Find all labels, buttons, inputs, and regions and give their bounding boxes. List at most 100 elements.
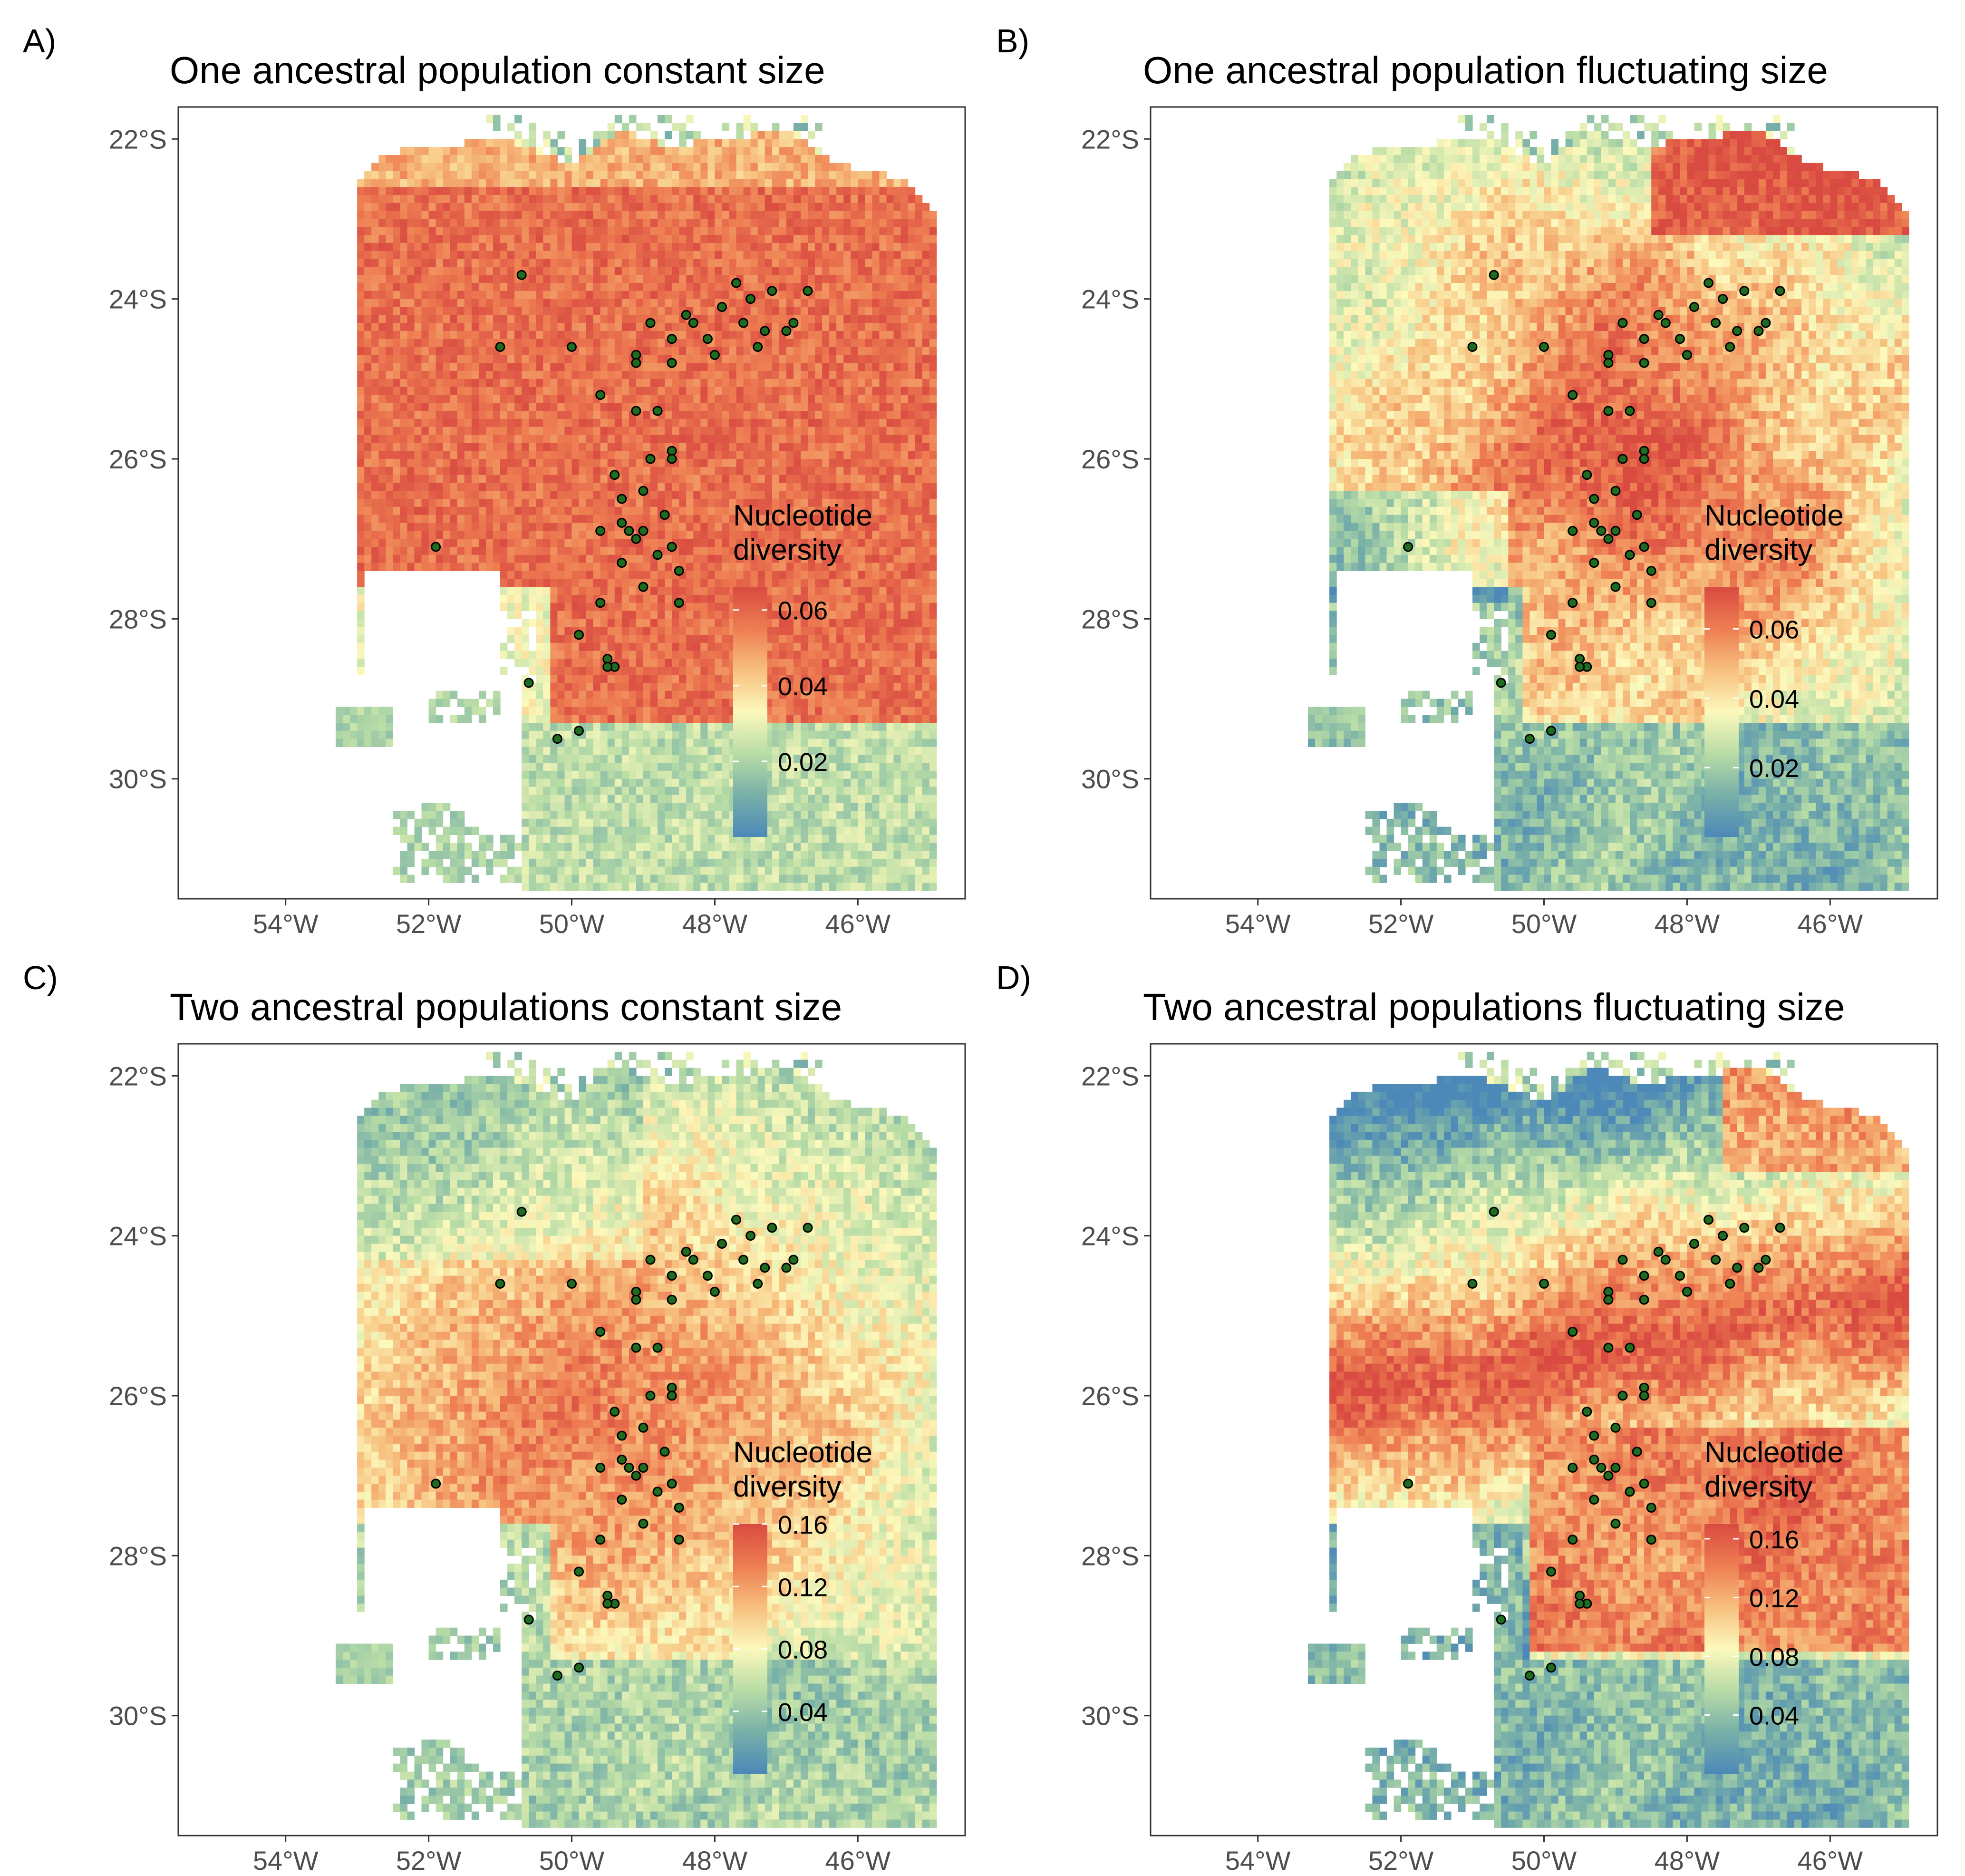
sampling-point	[610, 1407, 620, 1417]
sampling-point	[638, 525, 649, 536]
sampling-point	[1632, 510, 1642, 520]
sampling-point	[610, 470, 620, 480]
sampling-point	[667, 1294, 677, 1305]
sampling-point	[652, 1487, 663, 1497]
sampling-point	[1625, 406, 1635, 416]
sampling-point	[638, 1462, 649, 1473]
legend-tick-label: 0.08	[778, 1636, 828, 1664]
sampling-point	[1704, 1215, 1713, 1225]
sampling-point	[667, 1390, 677, 1401]
lat-tick-label: 28°S	[1081, 604, 1139, 634]
lon-tick-label: 46°W	[1798, 1846, 1863, 1876]
sampling-point	[1646, 1535, 1656, 1545]
sampling-point	[1639, 1294, 1649, 1305]
sampling-point	[1639, 1390, 1649, 1401]
sampling-point	[1568, 390, 1578, 400]
sampling-point	[803, 286, 813, 296]
panel-tag: A)	[23, 22, 56, 59]
sampling-point	[1775, 1223, 1785, 1233]
lat-tick-label: 26°S	[1081, 444, 1139, 474]
sampling-point	[1589, 494, 1599, 504]
lat-tick-label: 30°S	[109, 764, 167, 794]
sampling-point	[652, 550, 663, 560]
sampling-point	[1546, 1566, 1556, 1577]
sampling-point	[1546, 1662, 1556, 1673]
sampling-point	[1639, 358, 1649, 368]
sampling-point	[595, 525, 606, 536]
sampling-points	[431, 1206, 813, 1681]
sampling-point	[617, 1430, 627, 1441]
sampling-point	[1625, 1342, 1635, 1353]
legend-tick-label: 0.16	[1749, 1526, 1799, 1554]
sampling-point	[667, 1271, 677, 1281]
sampling-point	[709, 350, 720, 360]
sampling-point	[1603, 534, 1614, 544]
sampling-point	[1675, 334, 1685, 344]
sampling-point	[617, 518, 627, 528]
diversity-raster	[336, 115, 937, 891]
sampling-point	[1568, 1535, 1578, 1545]
sampling-point	[1732, 1263, 1742, 1273]
sampling-point	[1653, 1246, 1664, 1257]
legend-tick-label: 0.04	[1749, 1701, 1799, 1730]
sampling-point	[688, 318, 698, 328]
sampling-point	[1639, 542, 1649, 552]
lat-tick-label: 28°S	[1081, 1541, 1139, 1571]
sampling-point	[595, 390, 606, 400]
sampling-point	[674, 1535, 684, 1545]
legend-tick-label: 0.08	[1749, 1643, 1799, 1672]
sampling-point	[523, 1614, 534, 1625]
sampling-point	[1646, 598, 1656, 608]
sampling-point	[1610, 1518, 1621, 1529]
legend-title: Nucleotide	[733, 499, 872, 532]
lon-tick-label: 46°W	[1798, 909, 1863, 939]
sampling-point	[431, 542, 441, 552]
lon-tick-label: 52°W	[1368, 909, 1434, 939]
sampling-point	[1646, 566, 1656, 576]
sampling-point	[1589, 1455, 1599, 1465]
sampling-point	[617, 1495, 627, 1505]
sampling-point	[1625, 1487, 1635, 1497]
sampling-point	[431, 1478, 441, 1489]
sampling-point	[1589, 1430, 1599, 1441]
lon-tick-label: 48°W	[682, 909, 748, 939]
sampling-point	[567, 342, 577, 352]
sampling-point	[745, 294, 756, 304]
sampling-point	[1775, 286, 1785, 296]
sampling-point	[781, 1263, 792, 1273]
sampling-point	[1689, 1239, 1699, 1249]
sampling-point	[1718, 1231, 1728, 1241]
sampling-point	[1603, 358, 1614, 368]
sampling-point	[624, 1462, 634, 1473]
sampling-point	[567, 1279, 577, 1289]
legend-tick-label: 0.02	[778, 748, 828, 777]
lon-tick-label: 52°W	[396, 909, 462, 939]
lon-tick-label: 54°W	[253, 909, 319, 939]
sampling-point	[1682, 350, 1692, 360]
lon-tick-label: 50°W	[539, 909, 605, 939]
sampling-point	[1489, 270, 1499, 280]
lon-tick-label: 48°W	[1655, 1846, 1720, 1876]
legend-tick-label: 0.12	[778, 1573, 828, 1602]
sampling-point	[638, 1518, 649, 1529]
lat-tick-label: 24°S	[109, 1221, 167, 1251]
sampling-point	[674, 1503, 684, 1513]
sampling-point	[652, 406, 663, 416]
sampling-point	[1603, 1294, 1614, 1305]
sampling-point	[781, 326, 792, 336]
sampling-point	[1603, 406, 1614, 416]
sampling-points	[1403, 1206, 1785, 1681]
lon-tick-label: 50°W	[539, 1846, 605, 1876]
sampling-point	[745, 1231, 756, 1241]
sampling-point	[717, 302, 727, 312]
legend-tick-label: 0.06	[778, 597, 828, 625]
sampling-point	[574, 1566, 584, 1577]
lon-tick-label: 52°W	[1368, 1846, 1434, 1876]
colorbar	[1704, 587, 1739, 837]
sampling-point	[1739, 286, 1750, 296]
sampling-point	[667, 334, 677, 344]
sampling-point	[1589, 558, 1599, 568]
sampling-point	[1632, 1447, 1642, 1457]
